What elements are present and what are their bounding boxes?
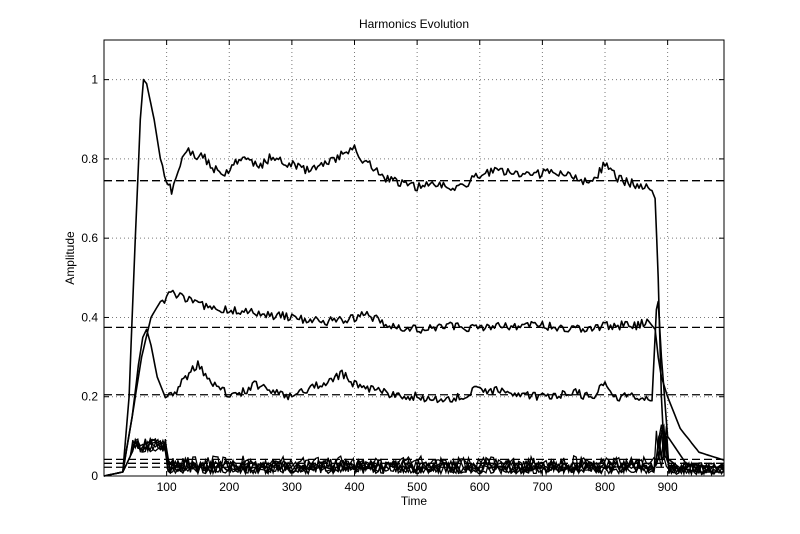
series-group xyxy=(103,78,725,477)
x-tick-label: 900 xyxy=(658,480,678,494)
x-tick-label: 500 xyxy=(407,480,427,494)
x-axis-label: Time xyxy=(401,494,428,508)
x-tick-label: 400 xyxy=(344,480,364,494)
harmonic-series-line xyxy=(103,289,725,477)
y-tick-label: 1 xyxy=(91,73,98,87)
y-axis-label: Amplitude xyxy=(63,231,77,285)
x-tick-label: 800 xyxy=(595,480,615,494)
x-tick-label: 100 xyxy=(157,480,177,494)
x-tick-label: 700 xyxy=(532,480,552,494)
chart-title: Harmonics Evolution xyxy=(359,17,469,31)
y-tick-label: 0.8 xyxy=(81,152,98,166)
x-tick-label: 300 xyxy=(282,480,302,494)
harmonic-noise-line xyxy=(122,434,725,476)
ticks: 100 200 300 400 500 600 700 800 900 0 0.2 0.4 0.6 0.8… xyxy=(81,40,724,494)
y-tick-label: 0.6 xyxy=(81,231,98,245)
y-tick-label: 0.4 xyxy=(81,310,98,324)
axes-box xyxy=(103,39,725,477)
x-tick-label: 200 xyxy=(219,480,239,494)
low-harmonics-noise xyxy=(122,423,725,477)
y-tick-label: 0.2 xyxy=(81,390,98,404)
harmonic-series-line xyxy=(103,78,724,477)
harmonic-series-line xyxy=(103,300,725,477)
x-tick-label: 600 xyxy=(470,480,490,494)
harmonic-noise-line xyxy=(122,424,725,476)
y-tick-label: 0 xyxy=(91,469,98,483)
